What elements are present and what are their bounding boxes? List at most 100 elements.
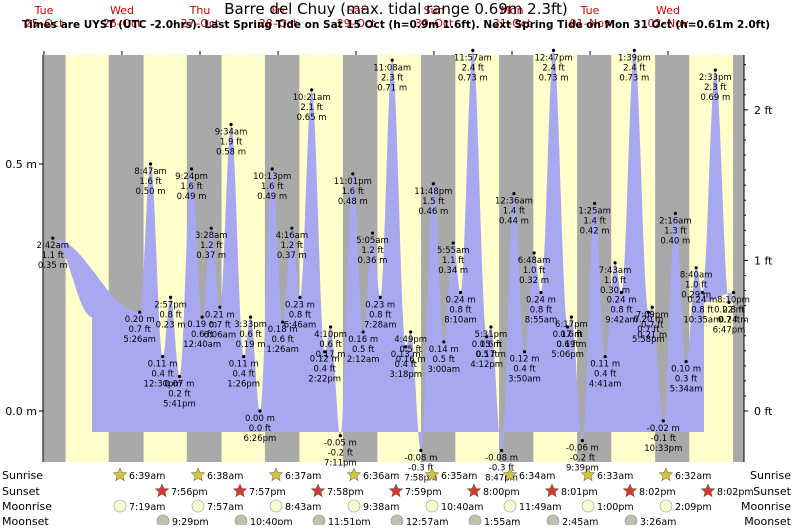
tide-label: 0.58 m xyxy=(216,147,246,157)
tide-label: 4:41am xyxy=(589,380,622,390)
tide-label: 2:57pm xyxy=(154,300,187,310)
tide-label: 12:40am xyxy=(183,340,221,350)
tide-point xyxy=(229,122,233,127)
sunset-icon xyxy=(700,483,716,498)
tide-point xyxy=(603,355,607,359)
tide-label: 0.8 ft xyxy=(722,305,745,315)
tide-point xyxy=(209,226,213,230)
tide-label: 0.24 m xyxy=(607,295,637,305)
tide-label: 7:43am xyxy=(599,266,632,276)
tide-label: 1:26am xyxy=(266,345,299,355)
sunrise-time: 6:33am xyxy=(597,471,633,482)
tide-label: 0.73 m xyxy=(458,73,488,83)
tide-label: -0.3 ft xyxy=(489,464,515,474)
tide-label: -0.2 ft xyxy=(570,454,596,464)
tide-label: 1.0 ft xyxy=(604,276,627,286)
tide-label: 1.0 ft xyxy=(685,281,708,291)
moonset-time: 12:57am xyxy=(406,517,448,525)
tide-point xyxy=(580,439,584,443)
tide-label: 5:34am xyxy=(670,385,703,395)
tide-label: 0.6 ft xyxy=(556,340,579,350)
tide-point xyxy=(489,325,493,329)
tide-label: 0.11 m xyxy=(590,360,620,370)
tide-label: 7:58pm xyxy=(405,474,438,484)
tide-label: -0.1 ft xyxy=(651,434,677,444)
moonrise-time: 8:43am xyxy=(285,502,321,513)
tide-label: 0.29 m xyxy=(681,291,711,301)
tide-label: 0.16 m xyxy=(396,355,426,365)
tide-label: -0.08 m xyxy=(404,454,437,464)
tide-label: 11:08am xyxy=(373,63,411,73)
day-label: Thu xyxy=(189,4,211,17)
sunset-time: 7:56pm xyxy=(171,487,208,498)
tide-point xyxy=(512,192,516,196)
tide-point xyxy=(632,48,636,52)
tide-label: 8:40am xyxy=(680,271,713,281)
tide-label: 0.36 m xyxy=(358,256,388,266)
tide-point xyxy=(684,360,688,364)
tide-label: 0.0 ft xyxy=(249,424,272,434)
tide-label: 10:21am xyxy=(293,93,331,103)
moonset-icon xyxy=(390,514,404,528)
tide-label: 0.17 m xyxy=(553,330,583,340)
tide-label: 0.7 ft xyxy=(637,325,660,335)
tide-point xyxy=(713,68,717,72)
tide-label: 11:48pm xyxy=(414,187,452,197)
tide-label: 0.48 m xyxy=(338,197,368,207)
tide-point xyxy=(539,290,543,295)
moonrise-icon xyxy=(269,499,283,513)
tide-point xyxy=(569,315,574,319)
date-label: 27–Oct xyxy=(181,17,220,30)
tide-label: 1.5 ft xyxy=(422,197,445,207)
tide-label: 2.4 ft xyxy=(542,63,565,73)
tide-label: 0.23 m xyxy=(285,300,315,310)
tide-label: 11:01pm xyxy=(334,177,372,187)
tide-label: 7:28am xyxy=(364,320,397,330)
tide-label: 0.21 m xyxy=(637,330,667,340)
chart-subtitle: Times are UYST (UTC -2.0hrs). Last Sprin… xyxy=(22,19,770,31)
tide-label: 0.21 m xyxy=(205,310,235,320)
tide-label: 0.23 m xyxy=(156,320,186,330)
sunrise-icon xyxy=(190,467,206,482)
tide-label: 4:10pm xyxy=(314,330,347,340)
tide-label: 12:30pm xyxy=(144,380,182,390)
row-label-right: Sunrise xyxy=(750,469,791,482)
tide-label: 11:57am xyxy=(454,53,492,63)
tide-label: 0.7 ft xyxy=(718,315,741,325)
tide-label: 0.32 m xyxy=(519,276,549,286)
tide-label: 0.17 m xyxy=(476,350,506,360)
sunrise-icon xyxy=(268,467,284,482)
tide-point xyxy=(646,310,650,314)
tide-point xyxy=(565,325,570,329)
sunset-time: 7:59pm xyxy=(405,487,442,498)
tide-label: 1.2 ft xyxy=(200,241,223,251)
tide-label: 6:06am xyxy=(204,330,237,340)
tide-point xyxy=(361,330,365,334)
tide-label: 1.1 ft xyxy=(442,256,465,266)
tide-label: 4:49pm xyxy=(394,335,427,345)
sunset-time: 8:01pm xyxy=(561,487,598,498)
tide-point xyxy=(281,320,285,324)
tide-point xyxy=(593,201,597,206)
sunrise-icon xyxy=(658,467,674,482)
tide-label: 0.18 m xyxy=(268,325,298,335)
row-label-left: Moonrise xyxy=(2,500,52,513)
tide-label: 6:47pm xyxy=(713,325,746,335)
tide-label: 1.9 ft xyxy=(220,137,243,147)
tide-point xyxy=(522,350,527,354)
tide-label: 2:22pm xyxy=(308,375,341,385)
moonset-icon xyxy=(234,514,248,528)
moonrise-icon xyxy=(425,499,439,513)
tide-label: 4:12pm xyxy=(470,360,503,370)
date-label: 28–Oct xyxy=(259,17,298,30)
tide-label: 0.5 ft xyxy=(475,350,498,360)
tide-point xyxy=(270,167,274,171)
tide-point xyxy=(485,335,489,339)
tide-label: 0.8 ft xyxy=(449,305,472,315)
tide-point xyxy=(310,88,314,92)
moonset-time: 1:55am xyxy=(484,517,520,525)
row-label-right: Sunset xyxy=(753,485,791,498)
day-label: Wed xyxy=(656,4,680,17)
tide-label: 0.37 m xyxy=(196,251,226,261)
